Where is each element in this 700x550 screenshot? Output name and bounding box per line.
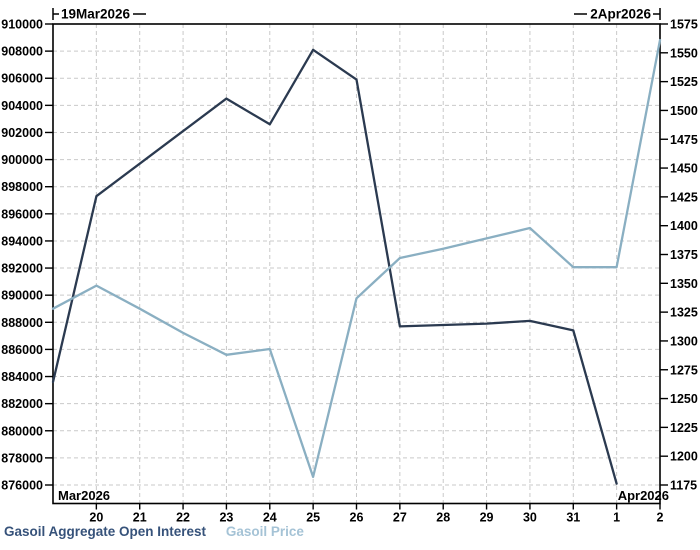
left-axis-tick-label: 890000 xyxy=(1,289,43,303)
left-axis-tick-label: 908000 xyxy=(1,45,43,59)
left-axis-tick-label: 884000 xyxy=(1,370,43,384)
left-axis-tick-label: 878000 xyxy=(1,451,43,465)
legend-open-interest: Gasoil Aggregate Open Interest xyxy=(4,524,207,539)
left-axis-tick-label: 892000 xyxy=(1,262,43,276)
right-axis-tick-label: 1175 xyxy=(670,479,697,493)
x-axis-tick-label: 20 xyxy=(89,511,103,525)
right-axis-tick-label: 1200 xyxy=(670,450,698,464)
month-label-end: Apr2026 xyxy=(618,488,669,503)
right-axis-tick-label: 1575 xyxy=(670,18,698,32)
right-axis-tick-label: 1550 xyxy=(670,46,698,60)
month-label-start: Mar2026 xyxy=(58,488,110,503)
right-axis-tick-label: 1450 xyxy=(670,162,698,176)
left-axis-tick-label: 900000 xyxy=(1,153,43,167)
right-axis-tick-label: 1375 xyxy=(670,248,698,262)
right-axis: 1575 1550 1525 1500 1475 1450 1425 1400 1375 1350… xyxy=(660,18,698,493)
left-axis-tick-label: 888000 xyxy=(1,316,43,330)
left-axis-tick-label: 906000 xyxy=(1,72,43,86)
right-axis-tick-label: 1425 xyxy=(670,190,698,204)
left-axis-tick-label: 894000 xyxy=(1,234,43,248)
x-axis-tick-label: 28 xyxy=(436,511,450,525)
x-axis-tick-label: 1 xyxy=(613,511,620,525)
right-axis-tick-label: 1275 xyxy=(670,363,698,377)
svg-text:2Apr2026: 2Apr2026 xyxy=(590,7,651,22)
left-axis-tick-label: 902000 xyxy=(1,126,43,140)
right-axis-tick-label: 1500 xyxy=(670,104,698,118)
right-axis-tick-label: 1525 xyxy=(670,75,698,89)
x-axis-tick-label: 2 xyxy=(657,511,664,525)
annotation-start-date: 19Mar2026 xyxy=(52,5,146,22)
left-axis-tick-label: 880000 xyxy=(1,424,43,438)
x-axis-tick-label: 29 xyxy=(480,511,494,525)
left-axis: 910000 908000 906000 904000 902000 900000 8980… xyxy=(1,18,53,493)
right-axis-tick-label: 1350 xyxy=(670,277,698,291)
left-axis-tick-label: 898000 xyxy=(1,180,43,194)
right-axis-tick-label: 1325 xyxy=(670,306,698,320)
x-axis-tick-label: 31 xyxy=(566,511,580,525)
annotation-end-date: 2Apr2026 xyxy=(574,5,661,22)
right-axis-tick-label: 1225 xyxy=(670,421,698,435)
x-axis-tick-label: 22 xyxy=(176,511,190,525)
left-axis-tick-label: 882000 xyxy=(1,397,43,411)
svg-text:19Mar2026: 19Mar2026 xyxy=(61,7,131,22)
series-open-interest-line xyxy=(51,48,618,485)
left-axis-tick-label: 886000 xyxy=(1,343,43,357)
legend-gasoil-price: Gasoil Price xyxy=(225,524,304,539)
chart-legend: Gasoil Aggregate Open Interest Gasoil Pr… xyxy=(4,524,304,539)
left-axis-tick-label: 876000 xyxy=(1,479,43,493)
x-axis-tick-label: 24 xyxy=(263,511,277,525)
x-axis-tick-label: 27 xyxy=(393,511,407,525)
series-price-line xyxy=(51,38,662,479)
left-axis-tick-label: 904000 xyxy=(1,99,43,113)
right-axis-tick-label: 1475 xyxy=(670,133,698,147)
left-axis-tick-label: 910000 xyxy=(1,18,43,32)
x-axis: 20 21 22 23 24 25 26 27 28 29 30 31 1 2 xyxy=(89,503,664,525)
right-axis-tick-label: 1300 xyxy=(670,334,698,348)
right-axis-tick-label: 1250 xyxy=(670,392,698,406)
grid xyxy=(53,24,660,504)
x-axis-tick-label: 21 xyxy=(133,511,147,525)
left-axis-tick-label: 896000 xyxy=(1,207,43,221)
x-axis-tick-label: 25 xyxy=(306,511,320,525)
x-axis-tick-label: 23 xyxy=(219,511,233,525)
x-axis-tick-label: 30 xyxy=(523,511,537,525)
right-axis-tick-label: 1400 xyxy=(670,219,698,233)
x-axis-tick-label: 26 xyxy=(350,511,364,525)
